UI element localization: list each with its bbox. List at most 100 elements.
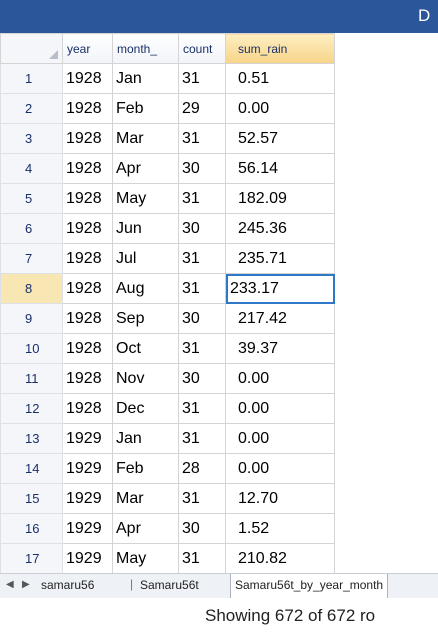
cell-month[interactable]: Dec (112, 393, 179, 424)
cell-month[interactable]: Nov (112, 363, 179, 394)
cell-count[interactable]: 30 (178, 153, 226, 184)
cell-month[interactable]: May (112, 543, 179, 573)
cell-year[interactable]: 1929 (62, 483, 113, 514)
cell-year[interactable]: 1928 (62, 93, 113, 124)
row-number[interactable]: 14 (0, 453, 63, 484)
table-row[interactable]: 14 1929 Feb 28 0.00 (0, 453, 335, 484)
table-row[interactable]: 3 1928 Mar 31 52.57 (0, 123, 335, 154)
tab-next-icon[interactable]: ▶ (22, 579, 30, 590)
cell-count[interactable]: 31 (178, 543, 226, 573)
cell-sum-rain[interactable]: 0.00 (225, 423, 335, 454)
row-number[interactable]: 3 (0, 123, 63, 154)
cell-sum-rain[interactable]: 210.82 (225, 543, 335, 573)
table-row[interactable]: 8 1928 Aug 31 233.17 (0, 273, 335, 304)
table-row[interactable]: 1 1928 Jan 31 0.51 (0, 63, 335, 94)
cell-year[interactable]: 1929 (62, 513, 113, 544)
cell-count[interactable]: 31 (178, 183, 226, 214)
cell-count[interactable]: 30 (178, 513, 226, 544)
table-row[interactable]: 12 1928 Dec 31 0.00 (0, 393, 335, 424)
select-all-corner[interactable] (0, 33, 63, 64)
column-header-year[interactable]: year (62, 33, 113, 64)
cell-sum-rain[interactable]: 12.70 (225, 483, 335, 514)
cell-year[interactable]: 1928 (62, 183, 113, 214)
cell-year[interactable]: 1928 (62, 303, 113, 334)
cell-sum-rain[interactable]: 0.51 (225, 63, 335, 94)
cell-sum-rain[interactable]: 0.00 (225, 393, 335, 424)
cell-year[interactable]: 1929 (62, 543, 113, 573)
table-row[interactable]: 5 1928 May 31 182.09 (0, 183, 335, 214)
table-row[interactable]: 17 1929 May 31 210.82 (0, 543, 335, 573)
cell-year[interactable]: 1928 (62, 63, 113, 94)
cell-year[interactable]: 1929 (62, 453, 113, 484)
cell-sum-rain[interactable]: 182.09 (225, 183, 335, 214)
cell-year[interactable]: 1928 (62, 153, 113, 184)
cell-count[interactable]: 31 (178, 423, 226, 454)
row-number[interactable]: 12 (0, 393, 63, 424)
tab-samaru56[interactable]: samaru56 (41, 578, 95, 592)
cell-month[interactable]: Jun (112, 213, 179, 244)
cell-year[interactable]: 1928 (62, 333, 113, 364)
row-number[interactable]: 11 (0, 363, 63, 394)
cell-count[interactable]: 30 (178, 213, 226, 244)
row-number[interactable]: 5 (0, 183, 63, 214)
row-number[interactable]: 4 (0, 153, 63, 184)
table-row[interactable]: 4 1928 Apr 30 56.14 (0, 153, 335, 184)
row-number[interactable]: 17 (0, 543, 63, 573)
row-number[interactable]: 16 (0, 513, 63, 544)
row-number[interactable]: 13 (0, 423, 63, 454)
cell-month[interactable]: Oct (112, 333, 179, 364)
row-number[interactable]: 2 (0, 93, 63, 124)
row-number[interactable]: 6 (0, 213, 63, 244)
column-header-month[interactable]: month_ (112, 33, 179, 64)
tab-prev-icon[interactable]: ◀ (6, 579, 14, 590)
cell-sum-rain[interactable]: 217.42 (225, 303, 335, 334)
cell-month[interactable]: Sep (112, 303, 179, 334)
cell-year[interactable]: 1928 (62, 243, 113, 274)
table-row[interactable]: 11 1928 Nov 30 0.00 (0, 363, 335, 394)
cell-month[interactable]: Jan (112, 63, 179, 94)
row-number[interactable]: 7 (0, 243, 63, 274)
row-number[interactable]: 15 (0, 483, 63, 514)
cell-count[interactable]: 31 (178, 393, 226, 424)
tab-samaru56t-by-year-month[interactable]: Samaru56t_by_year_month (230, 574, 389, 598)
cell-month[interactable]: Apr (112, 513, 179, 544)
cell-sum-rain[interactable]: 0.00 (225, 363, 335, 394)
cell-count[interactable]: 31 (178, 63, 226, 94)
cell-count[interactable]: 31 (178, 123, 226, 154)
table-row[interactable]: 9 1928 Sep 30 217.42 (0, 303, 335, 334)
cell-count[interactable]: 31 (178, 273, 226, 304)
table-row[interactable]: 13 1929 Jan 31 0.00 (0, 423, 335, 454)
cell-sum-rain[interactable]: 1.52 (225, 513, 335, 544)
column-header-sum-rain[interactable]: sum_rain (225, 33, 335, 64)
cell-year[interactable]: 1928 (62, 123, 113, 154)
cell-sum-rain[interactable]: 0.00 (225, 453, 335, 484)
table-row[interactable]: 2 1928 Feb 29 0.00 (0, 93, 335, 124)
cell-count[interactable]: 31 (178, 483, 226, 514)
cell-sum-rain[interactable]: 39.37 (225, 333, 335, 364)
cell-year[interactable]: 1928 (62, 393, 113, 424)
cell-count[interactable]: 30 (178, 363, 226, 394)
data-grid[interactable]: year month_ count sum_rain 1 1928 Jan 31 0.5… (0, 33, 438, 573)
cell-month[interactable]: Mar (112, 123, 179, 154)
cell-sum-rain[interactable]: 233.17 (225, 273, 335, 304)
cell-sum-rain[interactable]: 52.57 (225, 123, 335, 154)
table-row[interactable]: 7 1928 Jul 31 235.71 (0, 243, 335, 274)
cell-month[interactable]: Apr (112, 153, 179, 184)
cell-year[interactable]: 1928 (62, 213, 113, 244)
cell-sum-rain[interactable]: 235.71 (225, 243, 335, 274)
table-row[interactable]: 15 1929 Mar 31 12.70 (0, 483, 335, 514)
cell-count[interactable]: 31 (178, 243, 226, 274)
cell-month[interactable]: Jul (112, 243, 179, 274)
cell-sum-rain[interactable]: 245.36 (225, 213, 335, 244)
cell-year[interactable]: 1929 (62, 423, 113, 454)
cell-month[interactable]: Mar (112, 483, 179, 514)
column-header-count[interactable]: count (178, 33, 226, 64)
cell-month[interactable]: Feb (112, 93, 179, 124)
cell-month[interactable]: May (112, 183, 179, 214)
row-number[interactable]: 8 (0, 273, 63, 304)
cell-year[interactable]: 1928 (62, 273, 113, 304)
cell-count[interactable]: 29 (178, 93, 226, 124)
cell-year[interactable]: 1928 (62, 363, 113, 394)
tab-samaru56t[interactable]: Samaru56t (140, 578, 199, 592)
cell-month[interactable]: Jan (112, 423, 179, 454)
